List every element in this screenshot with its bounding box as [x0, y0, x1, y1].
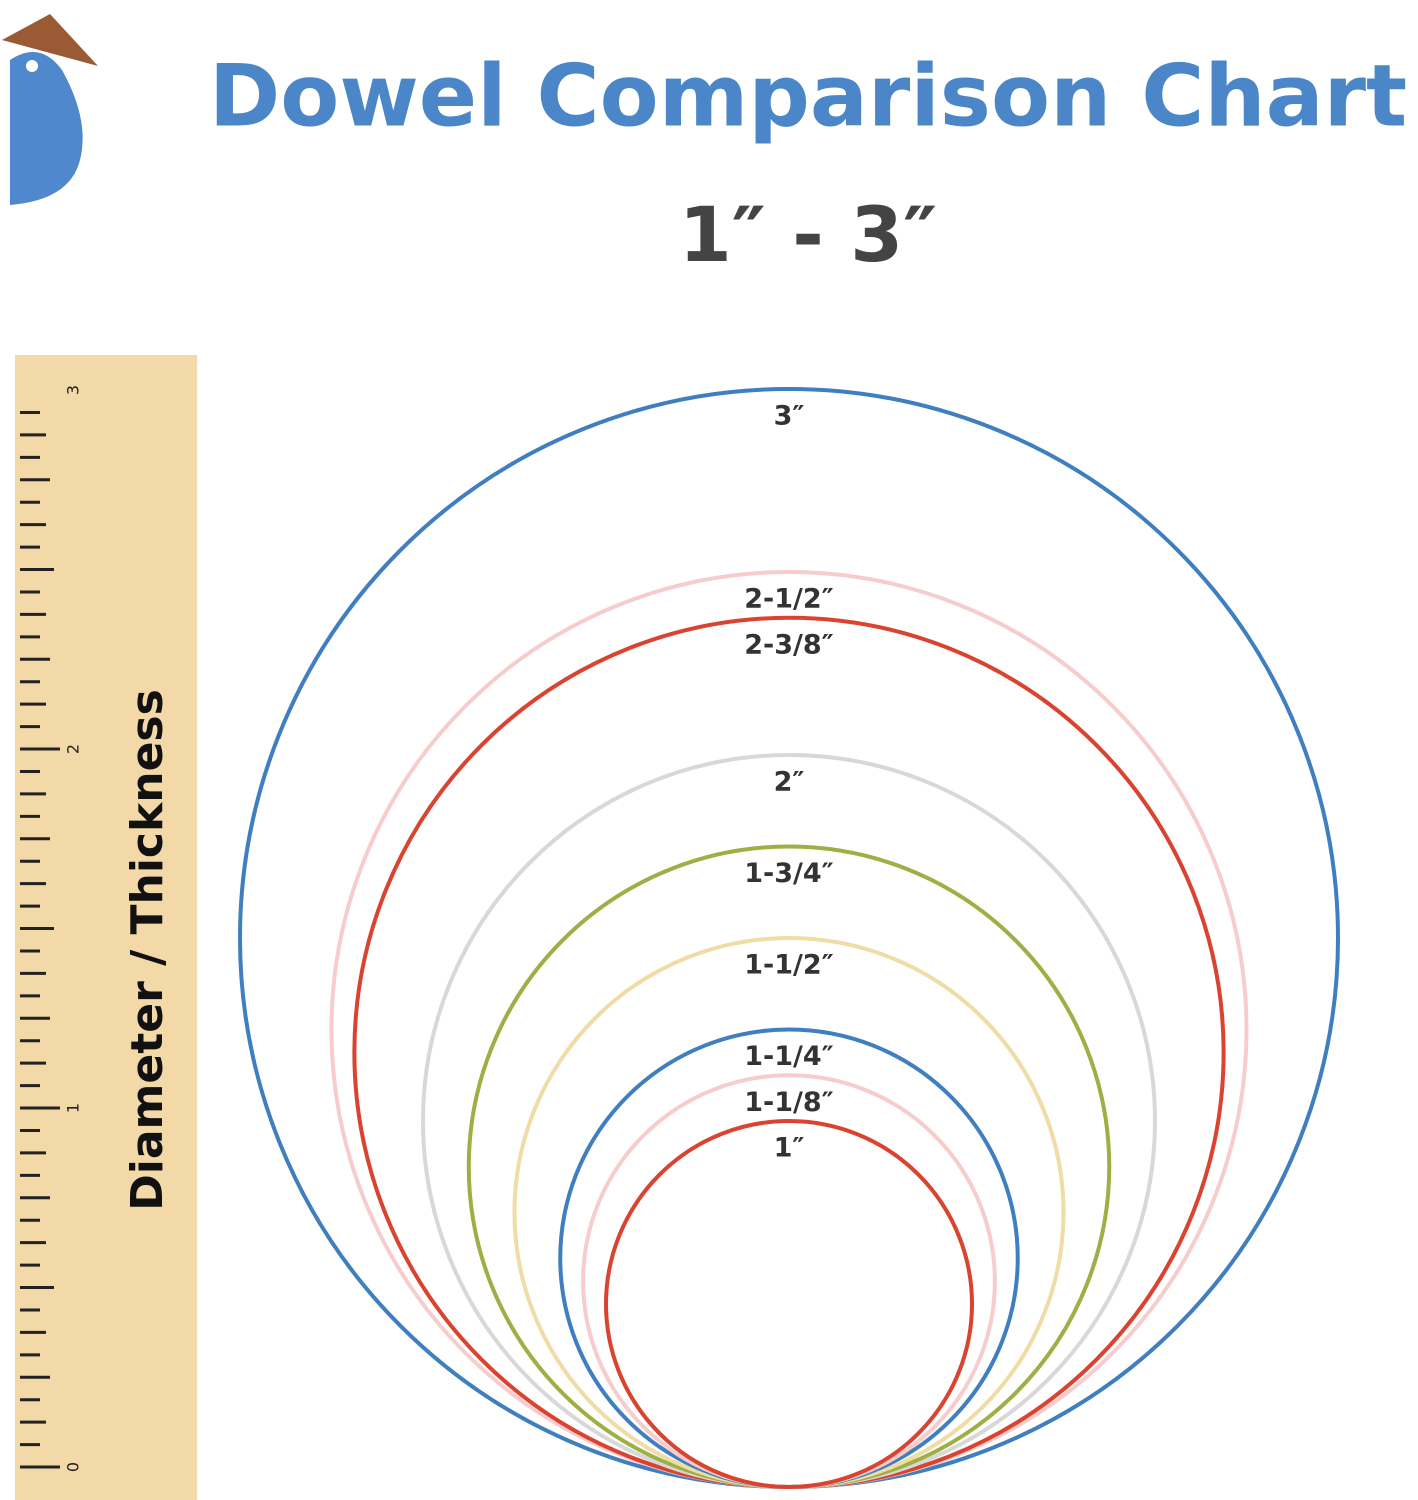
dowel-label: 2″ [774, 767, 805, 798]
dowel-label: 1-1/4″ [744, 1041, 834, 1072]
dowel-label: 2-1/2″ [744, 584, 834, 615]
dowel-label: 2-3/8″ [744, 629, 834, 660]
ruler-label: 1 [64, 1103, 83, 1113]
ruler-label: 2 [64, 744, 83, 754]
dowel-label: 1-1/2″ [744, 950, 834, 981]
title: Dowel Comparison Chart [209, 46, 1407, 146]
dowel-label: 3″ [774, 401, 805, 432]
ruler-label: 3 [64, 385, 83, 395]
dowel-label: 1-1/8″ [744, 1087, 834, 1118]
dowel-circle [466, 844, 1112, 1489]
dowel-label: 1″ [774, 1133, 805, 1164]
axis-label: Diameter / Thickness [122, 689, 173, 1211]
dowel-circle [604, 1119, 974, 1489]
dowel-label: 1-3/4″ [744, 858, 834, 889]
logo [2, 14, 98, 205]
ruler-label: 0 [64, 1462, 83, 1472]
subtitle: 1″ - 3″ [679, 190, 937, 279]
